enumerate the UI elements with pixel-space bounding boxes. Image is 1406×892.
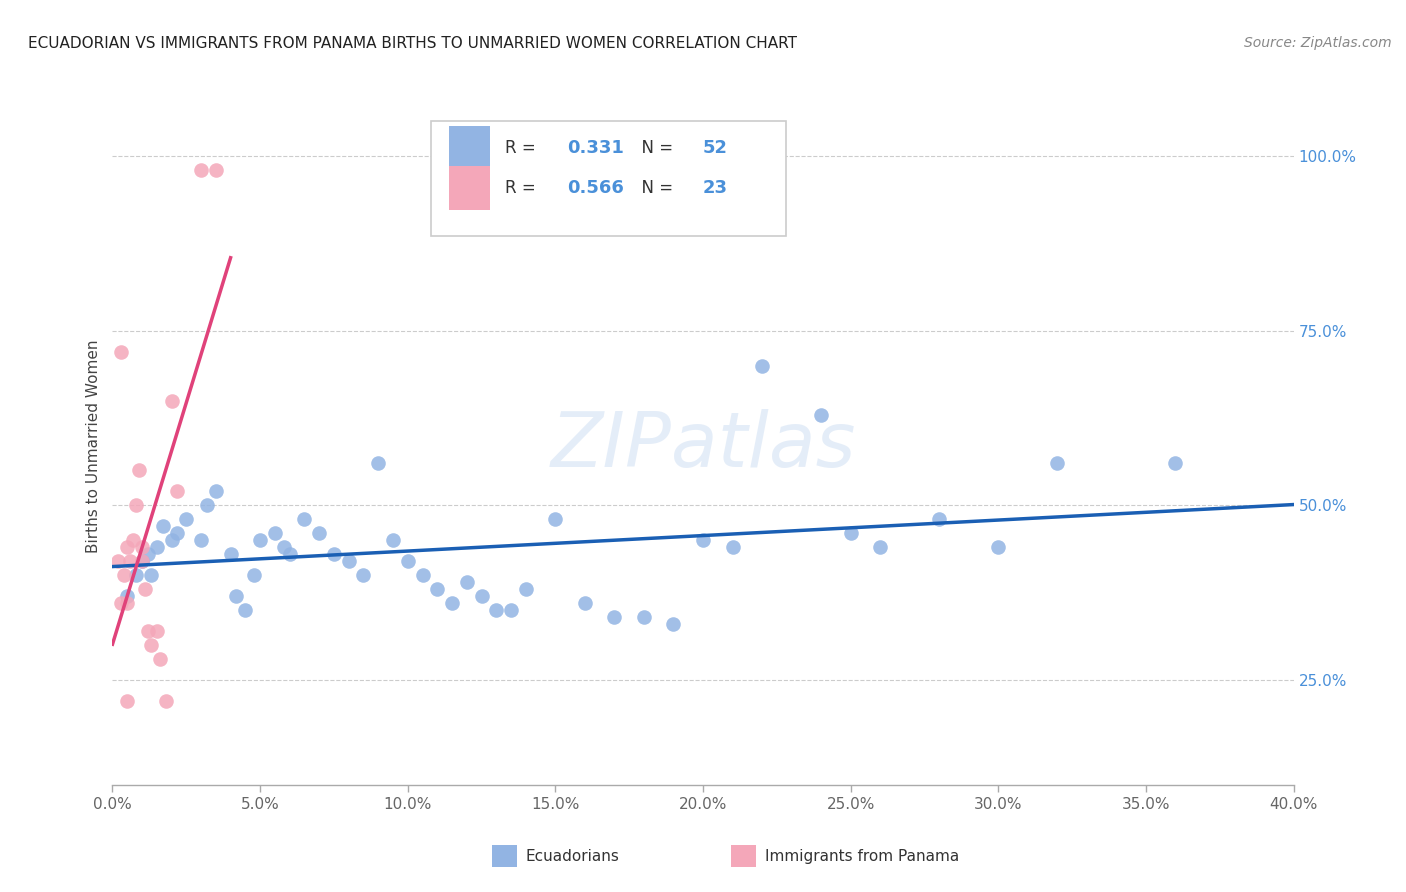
Point [107, 554, 129, 568]
Point [146, 624, 169, 639]
Text: 0.331: 0.331 [567, 139, 624, 157]
Point [456, 575, 478, 590]
Point [110, 344, 132, 359]
Point [131, 554, 153, 568]
Point [603, 610, 626, 624]
Point [243, 568, 266, 582]
Point [110, 596, 132, 610]
Point [160, 533, 183, 548]
Point [839, 526, 862, 541]
Point [120, 554, 142, 568]
Point [149, 652, 172, 666]
Point [751, 359, 773, 373]
Point [264, 526, 287, 541]
Point [152, 519, 174, 533]
Point [195, 499, 218, 513]
Point [122, 533, 145, 548]
Text: R =: R = [505, 139, 540, 157]
Point [928, 512, 950, 526]
Point [574, 596, 596, 610]
Point [233, 603, 256, 617]
Point [117, 589, 138, 603]
Text: N =: N = [631, 179, 678, 197]
Point [1164, 457, 1187, 471]
Point [125, 568, 148, 582]
Point [515, 582, 537, 597]
Point [190, 533, 212, 548]
Point [382, 533, 405, 548]
Text: 52: 52 [703, 139, 728, 157]
Point [337, 554, 360, 568]
Point [146, 541, 169, 555]
Point [292, 512, 315, 526]
Text: R =: R = [505, 179, 540, 197]
Point [441, 596, 464, 610]
Point [692, 533, 714, 548]
Point [249, 533, 271, 548]
Point [112, 568, 135, 582]
Point [117, 541, 138, 555]
Text: Source: ZipAtlas.com: Source: ZipAtlas.com [1244, 36, 1392, 50]
Point [352, 568, 374, 582]
Point [396, 554, 419, 568]
Point [219, 547, 242, 561]
Point [190, 163, 212, 178]
Text: N =: N = [631, 139, 678, 157]
Text: Immigrants from Panama: Immigrants from Panama [765, 849, 959, 863]
Text: 23: 23 [703, 179, 728, 197]
Point [308, 526, 330, 541]
Point [501, 603, 523, 617]
Point [470, 589, 494, 603]
Point [174, 512, 197, 526]
Point [721, 541, 744, 555]
Point [810, 408, 832, 422]
FancyBboxPatch shape [449, 166, 491, 211]
Point [125, 499, 148, 513]
Point [117, 596, 138, 610]
Point [633, 610, 655, 624]
Point [117, 694, 138, 708]
Point [273, 541, 295, 555]
Point [136, 624, 159, 639]
Text: ECUADORIAN VS IMMIGRANTS FROM PANAMA BIRTHS TO UNMARRIED WOMEN CORRELATION CHART: ECUADORIAN VS IMMIGRANTS FROM PANAMA BIR… [28, 36, 797, 51]
Point [166, 484, 188, 499]
Point [426, 582, 449, 597]
Text: ZIPatlas: ZIPatlas [550, 409, 856, 483]
FancyBboxPatch shape [432, 120, 786, 235]
Point [128, 463, 150, 477]
Point [662, 617, 685, 632]
Point [367, 457, 389, 471]
Y-axis label: Births to Unmarried Women: Births to Unmarried Women [86, 339, 101, 553]
Point [869, 541, 891, 555]
Point [1046, 457, 1069, 471]
FancyBboxPatch shape [449, 126, 491, 169]
Point [205, 484, 228, 499]
Point [160, 393, 183, 408]
Point [278, 547, 301, 561]
Point [987, 541, 1010, 555]
Point [131, 554, 153, 568]
Point [134, 582, 156, 597]
Point [139, 638, 162, 652]
Text: Ecuadorians: Ecuadorians [526, 849, 620, 863]
Point [131, 541, 153, 555]
Point [323, 547, 346, 561]
Text: 0.566: 0.566 [567, 179, 624, 197]
Point [544, 512, 567, 526]
Point [139, 568, 162, 582]
Point [485, 603, 508, 617]
Point [166, 526, 188, 541]
Point [136, 547, 159, 561]
Point [205, 163, 228, 178]
Point [225, 589, 247, 603]
Point [155, 694, 177, 708]
Point [412, 568, 434, 582]
